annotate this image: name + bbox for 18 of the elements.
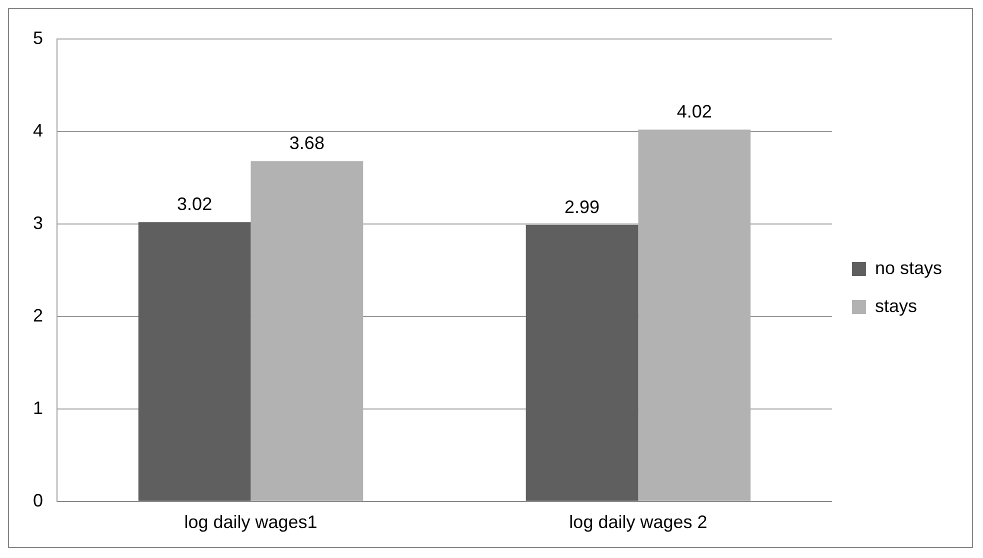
- data-label: 3.02: [177, 194, 212, 214]
- x-tick-label: log daily wages1: [184, 512, 318, 532]
- y-tick-label: 1: [32, 398, 44, 418]
- y-tick-label: 3: [32, 212, 44, 233]
- data-label: 2.99: [564, 196, 600, 217]
- legend-label: stays: [874, 296, 917, 316]
- data-label: 4.02: [676, 102, 712, 122]
- legend-label: no stays: [874, 258, 942, 278]
- data-label: 3.68: [289, 133, 324, 154]
- bar: [638, 130, 751, 501]
- y-tick-label: 0: [32, 490, 44, 510]
- bar: [250, 161, 364, 501]
- y-tick-label: 4: [32, 120, 44, 140]
- x-tick-label: log daily wages 2: [569, 512, 708, 532]
- y-tick-label: 5: [32, 28, 44, 48]
- y-tick-label: 2: [32, 305, 44, 326]
- bar: [526, 224, 638, 501]
- bar: [138, 222, 251, 501]
